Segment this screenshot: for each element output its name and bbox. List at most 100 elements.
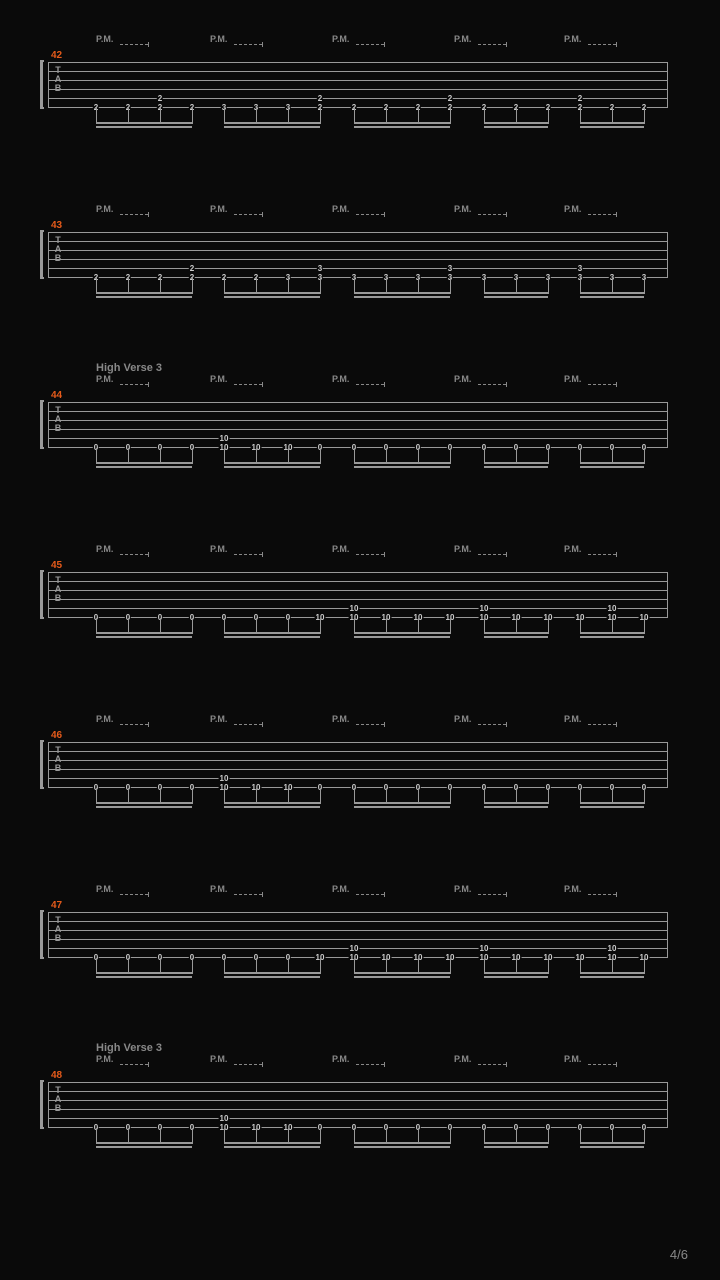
system-bracket [40, 1080, 44, 1129]
staff-line [48, 760, 668, 761]
beam [580, 296, 644, 298]
beam [96, 1146, 192, 1148]
beam [484, 972, 548, 974]
pm-end-tick [616, 382, 617, 387]
beam [580, 636, 644, 638]
pm-dash [588, 724, 616, 725]
measure-number: 46 [51, 730, 62, 741]
note-stem [644, 1128, 645, 1144]
pm-end-tick [262, 892, 263, 897]
beam [96, 972, 192, 974]
staff-line [48, 259, 668, 260]
barline [667, 912, 668, 957]
pm-marking: P.M. [454, 374, 471, 384]
section-label: High Verse 3 [96, 1042, 162, 1054]
beam-row [48, 286, 668, 302]
pm-dash [234, 554, 262, 555]
pm-end-tick [148, 552, 149, 557]
beam [96, 806, 192, 808]
note-stem [450, 278, 451, 294]
note-stem [450, 958, 451, 974]
staff-system-42: P.M.P.M.P.M.P.M.P.M.TAB42222223332222222… [48, 52, 668, 107]
note-stem [548, 788, 549, 804]
beam [580, 462, 644, 464]
staff-line [48, 411, 668, 412]
pm-marking: P.M. [332, 884, 349, 894]
fret-number: 3 [317, 265, 323, 273]
note-stem [192, 448, 193, 464]
note-stem [548, 448, 549, 464]
staff-line [48, 268, 668, 269]
barline [48, 1082, 49, 1127]
barline [48, 912, 49, 957]
pm-marking: P.M. [210, 544, 227, 554]
pm-end-tick [616, 722, 617, 727]
pm-dash [478, 724, 506, 725]
pm-marking: P.M. [454, 544, 471, 554]
pm-marking: P.M. [332, 714, 349, 724]
pm-row: P.M.P.M.P.M.P.M.P.M. [48, 544, 668, 558]
beam [580, 292, 644, 294]
pm-end-tick [506, 42, 507, 47]
note-stem [320, 958, 321, 974]
note-stem [450, 1128, 451, 1144]
pm-marking: P.M. [210, 884, 227, 894]
beam-row [48, 116, 668, 132]
beam [484, 292, 548, 294]
pm-end-tick [384, 892, 385, 897]
staff-line [48, 590, 668, 591]
beam [96, 462, 192, 464]
measure-number: 48 [51, 1070, 62, 1081]
pm-marking: P.M. [96, 884, 113, 894]
system-bracket [40, 570, 44, 619]
note-stem [644, 788, 645, 804]
note-stem [548, 108, 549, 124]
pm-marking: P.M. [96, 1054, 113, 1064]
pm-end-tick [616, 552, 617, 557]
tab-clef: TAB [52, 1086, 64, 1124]
staff-system-47: P.M.P.M.P.M.P.M.P.M.TAB47000000010101010… [48, 902, 668, 957]
pm-end-tick [384, 212, 385, 217]
pm-marking: P.M. [454, 884, 471, 894]
fret-number: 2 [189, 265, 195, 273]
fret-number: 3 [577, 265, 583, 273]
staff-line [48, 62, 668, 63]
fret-number: 3 [447, 265, 453, 273]
pm-dash [234, 214, 262, 215]
pm-end-tick [262, 552, 263, 557]
fret-number: 10 [349, 945, 360, 953]
pm-row: P.M.P.M.P.M.P.M.P.M. [48, 1054, 668, 1068]
fret-number: 10 [607, 945, 618, 953]
pm-dash [234, 44, 262, 45]
pm-marking: P.M. [454, 1054, 471, 1064]
beam [580, 632, 644, 634]
tab-staff: TAB4500000001010101010101010101010101010 [48, 562, 668, 617]
staff-line [48, 1109, 668, 1110]
staff-line [48, 930, 668, 931]
pm-dash [588, 384, 616, 385]
pm-dash [356, 214, 384, 215]
staff-line [48, 420, 668, 421]
pm-end-tick [506, 382, 507, 387]
pm-marking: P.M. [96, 204, 113, 214]
pm-end-tick [384, 552, 385, 557]
pm-dash [356, 384, 384, 385]
barline [667, 62, 668, 107]
pm-marking: P.M. [564, 714, 581, 724]
note-stem [548, 618, 549, 634]
staff-line [48, 1091, 668, 1092]
beam [484, 462, 548, 464]
beam [580, 1146, 644, 1148]
note-stem [320, 1128, 321, 1144]
pm-end-tick [148, 892, 149, 897]
beam [484, 806, 548, 808]
fret-number: 2 [577, 95, 583, 103]
pm-dash [356, 1064, 384, 1065]
pm-dash [478, 1064, 506, 1065]
measure-number: 43 [51, 220, 62, 231]
pm-dash [478, 44, 506, 45]
pm-end-tick [262, 722, 263, 727]
staff-line [48, 1100, 668, 1101]
staff-system-45: P.M.P.M.P.M.P.M.P.M.TAB45000000010101010… [48, 562, 668, 617]
tab-clef: TAB [52, 406, 64, 444]
